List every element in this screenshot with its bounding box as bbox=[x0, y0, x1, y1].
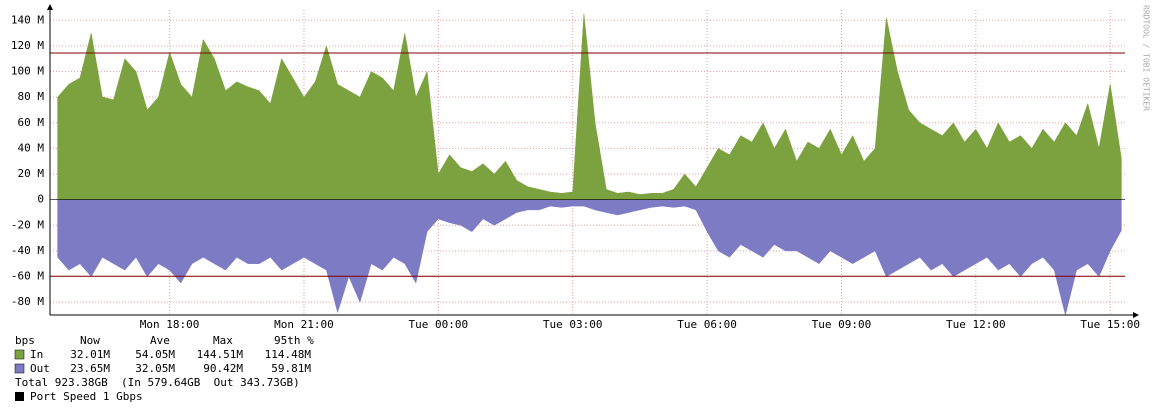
y-tick-label: 140 M bbox=[11, 13, 44, 26]
y-tick-label: -60 M bbox=[11, 270, 44, 283]
x-tick-label: Tue 12:00 bbox=[946, 318, 1006, 331]
y-tick-label: 120 M bbox=[11, 39, 44, 52]
legend-label: Out bbox=[30, 362, 50, 375]
y-tick-label: 100 M bbox=[11, 65, 44, 78]
x-tick-label: Tue 09:00 bbox=[812, 318, 872, 331]
legend-header: Max bbox=[213, 334, 233, 347]
legend-stat: 32.01M bbox=[70, 348, 110, 361]
legend-stat: 23.65M bbox=[70, 362, 110, 375]
legend-stat: 144.51M bbox=[197, 348, 244, 361]
note: Port Speed 1 Gbps bbox=[30, 390, 143, 403]
y-tick-label: 80 M bbox=[18, 90, 45, 103]
legend-stat: 54.05M bbox=[135, 348, 175, 361]
y-tick-label: -80 M bbox=[11, 295, 44, 308]
legend-stat: 32.05M bbox=[135, 362, 175, 375]
y-tick-label: 60 M bbox=[18, 116, 45, 129]
x-tick-label: Mon 21:00 bbox=[274, 318, 334, 331]
legend-stat: 59.81M bbox=[271, 362, 311, 375]
y-tick-label: -20 M bbox=[11, 218, 44, 231]
legend-label: In bbox=[30, 348, 43, 361]
note-swatch bbox=[15, 392, 24, 401]
legend-swatch bbox=[14, 363, 25, 374]
x-axis-arrow bbox=[1133, 312, 1139, 318]
x-tick-label: Tue 06:00 bbox=[677, 318, 737, 331]
legend-stat: 90.42M bbox=[203, 362, 243, 375]
y-tick-label: 0 bbox=[37, 193, 44, 206]
area bbox=[57, 13, 1122, 200]
legend-header: Ave bbox=[150, 334, 170, 347]
legend-stat: 114.48M bbox=[265, 348, 312, 361]
x-tick-label: Tue 15:00 bbox=[1080, 318, 1140, 331]
y-axis-arrow bbox=[47, 4, 53, 10]
total: Total 923.38GB (In 579.64GB Out 343.73GB… bbox=[15, 376, 300, 389]
legend-swatch bbox=[14, 349, 25, 360]
x-tick-label: Mon 18:00 bbox=[140, 318, 200, 331]
area bbox=[57, 199, 1122, 316]
legend-header: Now bbox=[80, 334, 100, 347]
watermark: RRDTOOL / TOBI OETIKER bbox=[1142, 5, 1151, 111]
legend-header: bps bbox=[15, 334, 35, 347]
y-tick-label: 20 M bbox=[18, 167, 45, 180]
x-tick-label: Tue 00:00 bbox=[409, 318, 469, 331]
legend-header: 95th % bbox=[274, 334, 314, 347]
y-tick-label: -40 M bbox=[11, 244, 44, 257]
y-tick-label: 40 M bbox=[18, 141, 45, 154]
x-tick-label: Tue 03:00 bbox=[543, 318, 603, 331]
